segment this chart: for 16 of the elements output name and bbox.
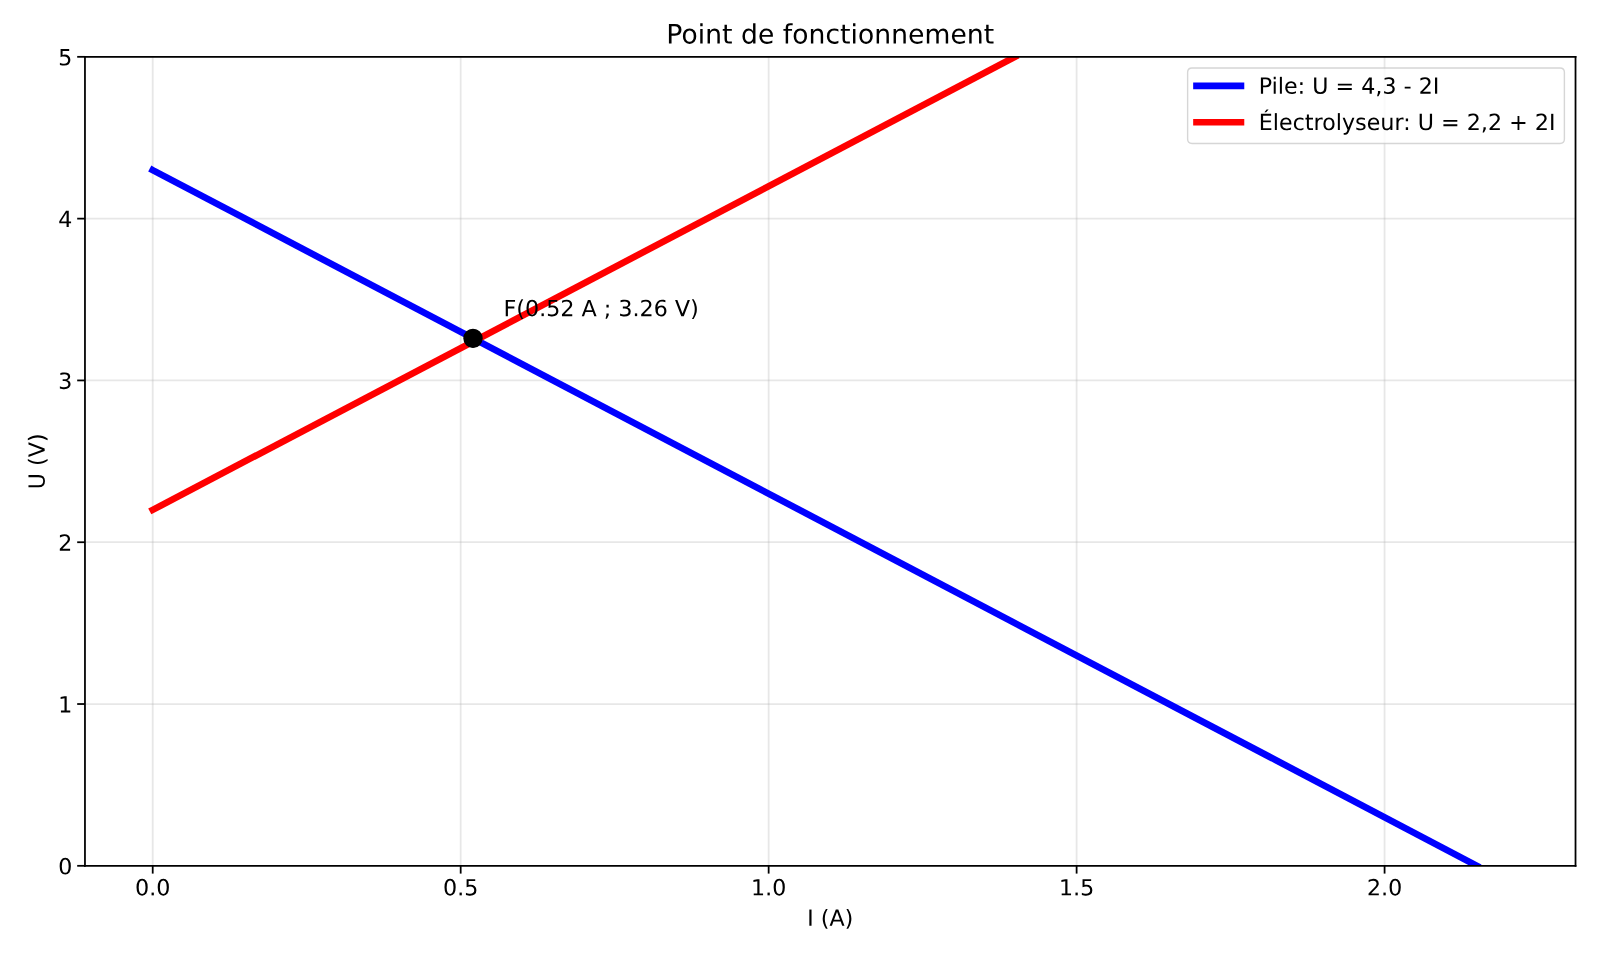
- legend-label: Électrolyseur: U = 2,2 + 2I: [1260, 109, 1554, 135]
- y-tick-label: 0: [59, 857, 71, 875]
- legend-label: Pile: U = 4,3 - 2I: [1260, 76, 1438, 97]
- y-axis-title: U (V): [27, 435, 48, 488]
- y-tick-label: 1: [60, 696, 71, 713]
- y-tick-label: 2: [59, 534, 71, 551]
- x-tick-label: 0.0: [136, 878, 169, 896]
- y-tick-label: 5: [59, 49, 71, 66]
- x-tick-label: 0.5: [444, 878, 477, 896]
- x-tick-label: 1.5: [1061, 879, 1093, 896]
- y-tick-label: 3: [59, 372, 71, 390]
- x-tick-label: 1.0: [753, 878, 785, 896]
- chart-title: Point de fonctionnement: [668, 23, 994, 44]
- y-tick-label: 4: [59, 210, 72, 228]
- x-tick-label: 2.0: [1368, 878, 1401, 896]
- x-axis-title: I (A): [809, 908, 852, 929]
